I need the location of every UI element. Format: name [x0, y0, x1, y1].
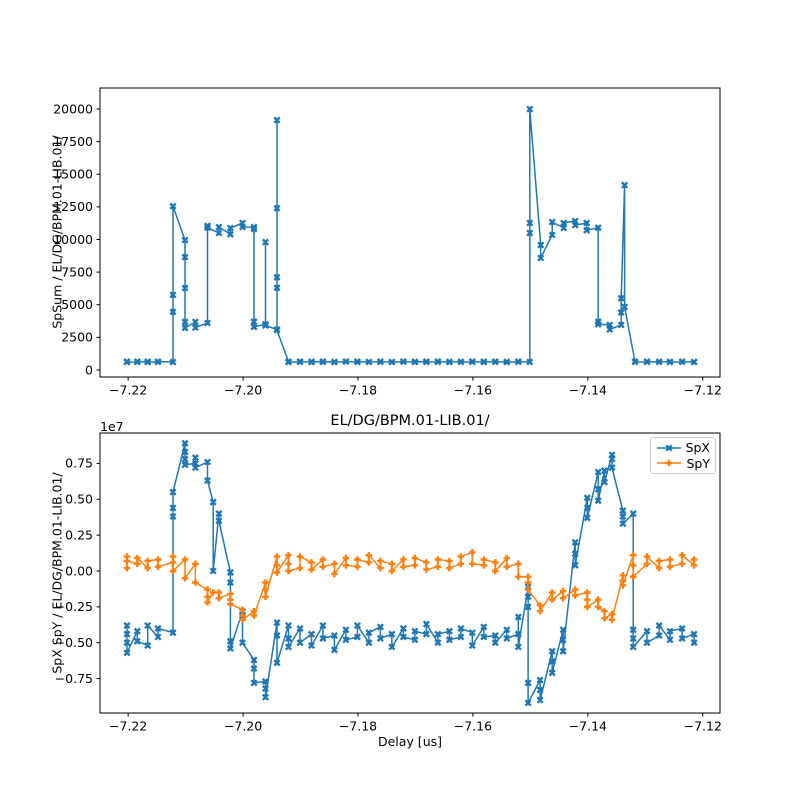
- x-tick-label: −7.12: [684, 383, 722, 398]
- x-axis-label: Delay [us]: [377, 734, 443, 749]
- x-tick-label: −7.20: [224, 383, 262, 398]
- series-line-SpX: [126, 442, 695, 704]
- y-tick-label: −0.25: [55, 599, 93, 614]
- axes-frame: [99, 87, 721, 378]
- y-tick-label: −0.50: [55, 635, 93, 650]
- y-tick-label: 12500: [53, 199, 93, 214]
- bottom-plot-title: EL/DG/BPM.01-LIB.01/: [330, 413, 490, 429]
- x-tick-label: −7.16: [454, 719, 492, 734]
- x-tick-label: −7.18: [339, 719, 377, 734]
- x-tick-label: −7.18: [339, 383, 377, 398]
- x-tick-label: −7.12: [684, 719, 722, 734]
- y-tick-label: 7500: [61, 264, 93, 279]
- y-tick-label: 0.75: [65, 456, 93, 471]
- y-tick-label: 0.00: [65, 563, 93, 578]
- y-tick-label: 0: [85, 362, 93, 377]
- x-tick-label: −7.14: [569, 383, 607, 398]
- y-tick-label: −0.75: [55, 671, 93, 686]
- spy-line-marker-icon: [657, 459, 681, 467]
- legend-entry-spx: SpX: [656, 440, 710, 455]
- top-plot: −7.22 −7.20 −7.18 −7.16 −7.14 −7.12 0 2500 5000 7…: [53, 87, 722, 398]
- x-tick-label: −7.20: [224, 719, 262, 734]
- bottom-plot-y-axis-label: SpX SpY / EL/DG/BPM.01-LIB.01/: [49, 472, 65, 674]
- y-tick-label: 5000: [61, 297, 93, 312]
- axes-frame: [99, 432, 721, 714]
- y-tick-label: 0.25: [65, 527, 93, 542]
- series-markers-SpSum: [123, 105, 698, 366]
- y-tick-label: 0.50: [65, 492, 93, 507]
- y-tick-label: 20000: [53, 101, 93, 116]
- y-axis-offset-label: 1e7: [100, 419, 124, 434]
- legend-entry-spy: SpY: [656, 456, 710, 471]
- x-tick-label: −7.22: [109, 383, 147, 398]
- spx-line-marker-icon: [657, 444, 681, 452]
- x-tick-label: −7.16: [454, 383, 492, 398]
- legend-sample-marker: [665, 459, 673, 467]
- top-plot-y-axis-label: SpSum / EL/DG/BPM.01-LIB.01/: [49, 135, 65, 329]
- series-markers-SpY: [123, 549, 698, 624]
- series-markers-SpX: [123, 439, 698, 707]
- legend-sample-marker: [665, 444, 673, 452]
- y-tick-label: 2500: [61, 330, 93, 345]
- y-tick-label: 15000: [53, 167, 93, 182]
- legend-label-spx: SpX: [685, 440, 710, 456]
- y-tick-label: 10000: [53, 232, 93, 247]
- x-tick-label: −7.22: [109, 719, 147, 734]
- bottom-plot: −7.22 −7.20 −7.18 −7.16 −7.14 −7.12 −0.75 −0.50…: [55, 432, 722, 734]
- legend: SpX SpY: [650, 437, 716, 474]
- y-tick-label: 17500: [53, 134, 93, 149]
- x-tick-label: −7.14: [569, 719, 607, 734]
- legend-label-spy: SpY: [686, 455, 710, 471]
